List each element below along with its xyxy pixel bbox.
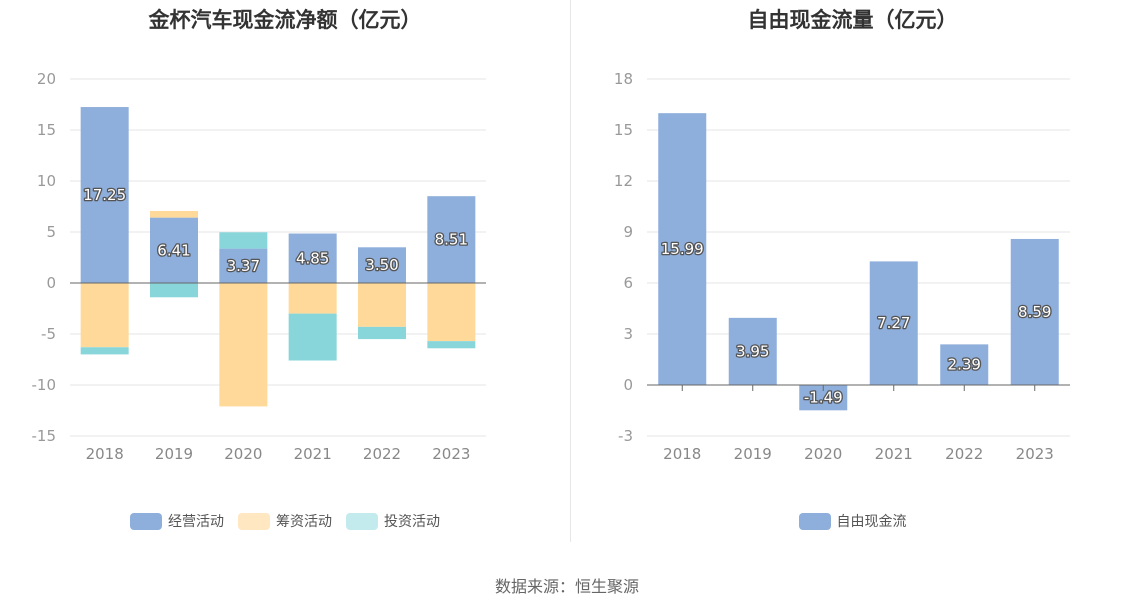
x-tick-label: 2021 (294, 445, 332, 463)
bar-segment (80, 107, 129, 283)
y-tick-label: -3 (618, 427, 633, 445)
legend-item[interactable]: 自由现金流 (798, 511, 907, 531)
x-tick-label: 2023 (1016, 445, 1054, 463)
data-label: 3.37 (227, 257, 260, 275)
y-tick-label: -10 (32, 376, 57, 394)
data-label: 3.50 (365, 256, 398, 274)
y-tick-label: 10 (37, 172, 56, 190)
bar-segment (358, 247, 406, 283)
data-label: 6.41 (157, 241, 190, 259)
chart-legend: 经营活动 筹资活动 投资活动 (0, 511, 570, 531)
y-tick-label: 18 (614, 70, 633, 88)
bar-segment (80, 283, 129, 348)
cash-flow-chart-panel: 金杯汽车现金流净额（亿元） 20 15 10 5 0 -5 -10 -15 2018 2019 20… (0, 0, 570, 545)
bar-segment (1010, 238, 1059, 385)
data-label: 15.99 (661, 240, 704, 258)
legend-swatch (798, 512, 831, 530)
data-label: 3.95 (736, 342, 769, 360)
bar-segment (358, 326, 406, 340)
x-tick-label: 2019 (734, 445, 772, 463)
bar-segment (427, 341, 476, 349)
legend-item[interactable]: 筹资活动 (238, 511, 332, 531)
data-label: 7.27 (877, 314, 910, 332)
y-tick-label: 20 (37, 70, 56, 88)
bar-segment (427, 196, 476, 283)
y-tick-label: 12 (614, 172, 633, 190)
legend-item[interactable]: 经营活动 (130, 511, 224, 531)
legend-swatch (238, 512, 270, 530)
bar-segment (427, 283, 476, 342)
bar-segment (288, 233, 337, 283)
bar-segment (219, 232, 268, 249)
x-tick-label: 2019 (155, 445, 193, 463)
bar-segment (219, 248, 268, 283)
bar-segment (869, 261, 918, 385)
bar-segment (728, 317, 777, 385)
legend-label: 投资活动 (384, 514, 440, 530)
y-tick-label: -15 (32, 427, 57, 445)
y-tick-label: 15 (37, 121, 56, 139)
free-cash-flow-chart-panel: 自由现金流量（亿元） 18 15 12 9 6 3 0 -3 2018 2019 2020 2021 2… (571, 0, 1134, 545)
data-source-note: 数据来源：恒生聚源 (494, 577, 639, 596)
data-label: 17.25 (83, 186, 126, 204)
free-cash-flow-chart: 18 15 12 9 6 3 0 -3 2018 2019 2020 2021 2022 2023 15.9… (614, 70, 1070, 463)
x-tick-label: 2018 (86, 445, 124, 463)
legend-swatch (346, 512, 378, 530)
data-label: 4.85 (296, 249, 329, 267)
bar-segment (358, 283, 406, 327)
cash-flow-net-chart: 20 15 10 5 0 -5 -10 -15 2018 2019 2020 2021 2022 2023… (32, 70, 486, 463)
x-tick-label: 2022 (363, 445, 401, 463)
legend-item[interactable]: 投资活动 (346, 511, 440, 531)
y-tick-label: 0 (623, 376, 633, 394)
data-label: 8.51 (435, 231, 468, 249)
bar-segment (940, 344, 989, 385)
x-tick-label: 2021 (875, 445, 913, 463)
x-tick-label: 2023 (432, 445, 470, 463)
bar-segment (288, 313, 337, 361)
x-tick-label: 2018 (663, 445, 701, 463)
y-tick-label: 15 (614, 121, 633, 139)
bar-segment (288, 283, 337, 314)
data-label: -1.49 (804, 389, 843, 407)
legend-label: 自由现金流 (836, 514, 907, 530)
y-tick-label: 6 (623, 274, 633, 292)
chart-title: 金杯汽车现金流净额（亿元） (148, 8, 422, 32)
data-label: 8.59 (1018, 303, 1051, 321)
bar-segment (150, 283, 198, 298)
x-tick-label: 2022 (945, 445, 983, 463)
legend-label: 经营活动 (168, 514, 224, 530)
bar-segment (150, 210, 198, 218)
bar-segment (80, 347, 129, 355)
x-tick-label: 2020 (224, 445, 262, 463)
y-tick-label: 3 (623, 325, 633, 343)
y-tick-label: 0 (46, 274, 56, 292)
legend-label: 筹资活动 (276, 514, 332, 530)
x-tick-label: 2020 (804, 445, 842, 463)
bar-segment (150, 217, 198, 283)
bar-segment (658, 113, 707, 386)
y-tick-label: 5 (46, 223, 56, 241)
y-tick-label: -5 (41, 325, 56, 343)
chart-legend: 自由现金流 (571, 511, 1134, 531)
y-tick-label: 9 (623, 223, 633, 241)
panel-divider (570, 0, 571, 542)
bar-segment (219, 283, 268, 407)
data-label: 2.39 (948, 356, 981, 374)
chart-title: 自由现金流量（亿元） (747, 8, 958, 32)
legend-swatch (130, 512, 162, 530)
